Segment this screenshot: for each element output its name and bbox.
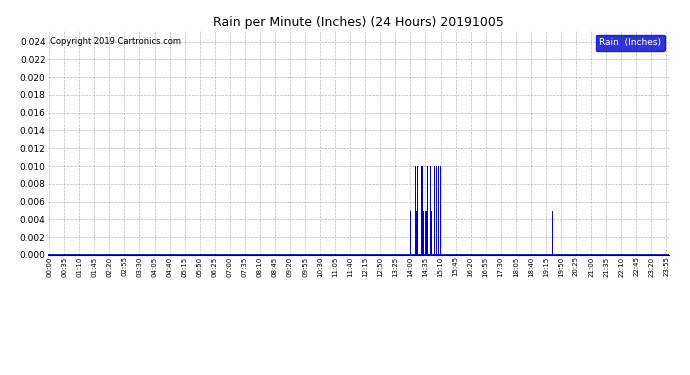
Text: Copyright 2019 Cartronics.com: Copyright 2019 Cartronics.com	[50, 37, 181, 46]
Legend: Rain  (Inches): Rain (Inches)	[595, 34, 664, 51]
Title: Rain per Minute (Inches) (24 Hours) 20191005: Rain per Minute (Inches) (24 Hours) 2019…	[213, 16, 504, 29]
